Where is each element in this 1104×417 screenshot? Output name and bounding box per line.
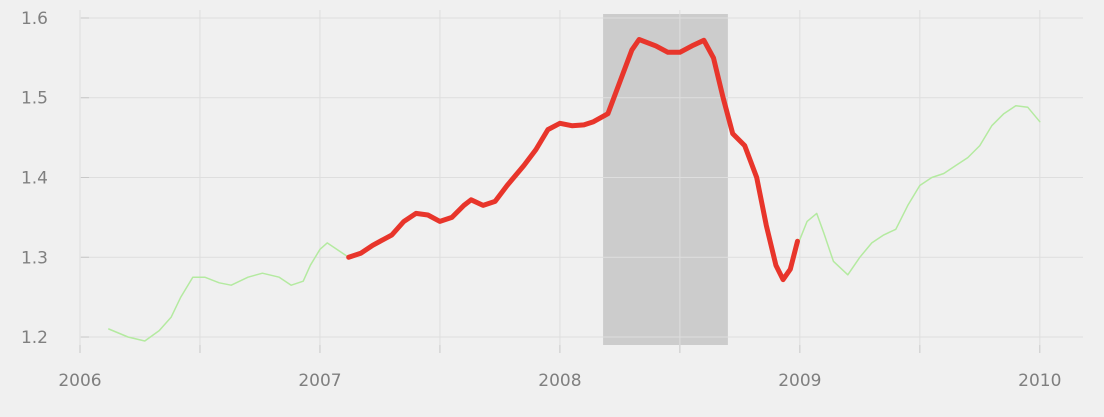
grid-layer bbox=[79, 10, 1083, 345]
y-tick-label: 1.3 bbox=[21, 248, 48, 268]
x-tick-label: 2008 bbox=[538, 371, 581, 391]
y-tick-label: 1.4 bbox=[21, 169, 48, 189]
series-layer bbox=[108, 37, 1041, 342]
highlight-series-line bbox=[346, 37, 800, 283]
background-series-line bbox=[108, 38, 1041, 342]
y-tick-label: 1.5 bbox=[21, 89, 48, 109]
x-tick-label: 2009 bbox=[778, 371, 821, 391]
y-tick-label: 1.2 bbox=[21, 328, 48, 348]
axis-layer: 2006 2007 2008 2009 2010 1.2 1.3 1.4 1.5 1.6 bbox=[21, 9, 1061, 391]
x-tick-label: 2006 bbox=[58, 371, 101, 391]
y-tick-label: 1.6 bbox=[21, 9, 48, 29]
x-tick-label: 2007 bbox=[298, 371, 341, 391]
x-tick-label: 2010 bbox=[1018, 371, 1061, 391]
shaded-region-layer bbox=[603, 14, 728, 345]
shaded-region bbox=[603, 14, 728, 345]
